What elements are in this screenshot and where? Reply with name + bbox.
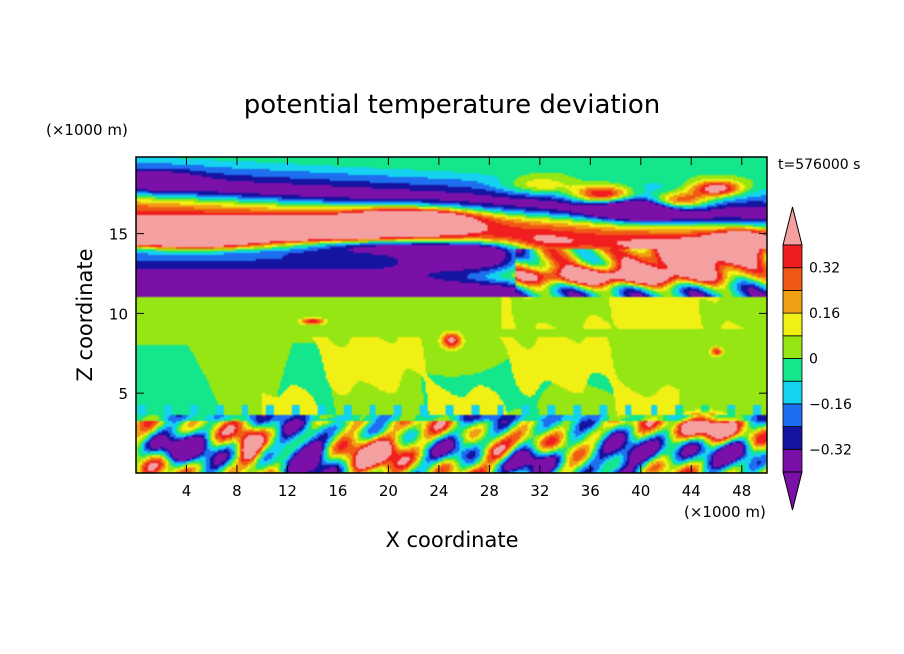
plot-area [135,156,768,474]
colorbar-band [782,289,803,314]
x-tick-label: 12 [278,482,297,500]
x-tick-label: 28 [480,482,499,500]
x-tick-label: 8 [232,482,242,500]
colorbar-label: −0.16 [809,397,852,413]
colorbar-band [782,358,803,382]
colorbar-label: 0 [809,352,818,368]
colorbar-over-triangle [782,206,803,246]
x-tick-label: 32 [530,482,549,500]
colorbar-label: 0.16 [809,306,840,322]
x-unit-label: (×1000 m) [684,503,766,521]
time-label: t=576000 s [778,157,860,173]
x-tick-label: 24 [429,482,448,500]
colorbar-band [782,403,803,427]
x-axis: 4 8 12 16 20 24 28 32 36 40 44 48 [182,157,751,500]
y-tick-label: 5 [118,385,128,403]
x-tick-label: 4 [182,482,192,500]
y-axis-label: Z coordinate [73,248,97,381]
contour-field [136,157,767,473]
colorbar-under-triangle [782,471,803,511]
colorbar-band [782,267,803,291]
x-tick-label: 16 [328,482,347,500]
colorbar-band [782,426,803,450]
x-tick-label: 40 [631,482,650,500]
x-tick-label: 48 [732,482,751,500]
y-tick-label: 10 [109,305,128,323]
y-tick-label: 15 [109,226,128,244]
plot-frame [135,156,768,474]
colorbar-label: 0.32 [809,261,840,277]
colorbar-band [782,244,803,269]
y-unit-label: (×1000 m) [46,121,128,139]
x-axis-label: X coordinate [385,528,518,552]
colorbar-band [782,335,803,359]
colorbar-band [782,380,803,405]
colorbar: −0.32 −0.16 0 0.16 0.32 [782,206,852,511]
x-tick-label: 44 [682,482,701,500]
colorbar-label: −0.32 [809,442,852,458]
x-tick-label: 36 [581,482,600,500]
x-tick-label: 20 [379,482,398,500]
colorbar-band [782,448,803,473]
y-axis: 5 10 15 [109,226,767,403]
chart-title: potential temperature deviation [244,90,660,120]
colorbar-band [782,312,803,337]
